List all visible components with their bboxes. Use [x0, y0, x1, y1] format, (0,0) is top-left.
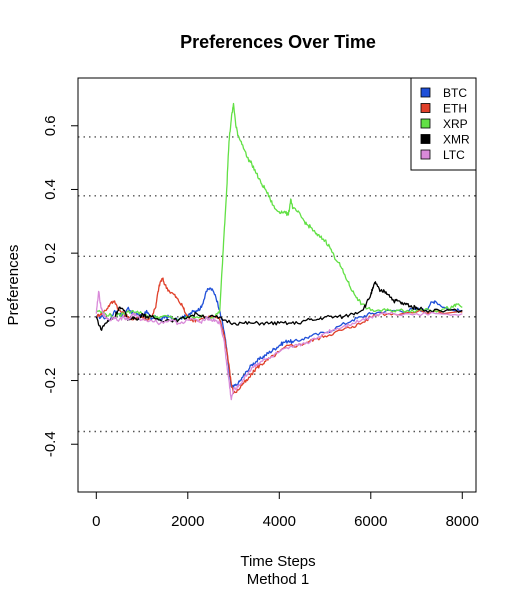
legend-label-xmr: XMR	[443, 133, 470, 147]
legend-swatch-xmr	[420, 134, 431, 144]
y-tick-label: -0.2	[42, 368, 59, 394]
series-lines	[95, 102, 463, 401]
y-tick-label: 0.0	[42, 306, 59, 327]
x-tick-label: 8000	[446, 513, 479, 530]
series-line-xrp	[95, 102, 463, 321]
y-axis: -0.4 -0.2 0.0 0.2 0.4 0.6	[42, 115, 79, 457]
x-axis-label: Time Steps	[240, 553, 315, 570]
legend-label-xrp: XRP	[443, 117, 468, 131]
chart-title: Preferences Over Time	[180, 32, 376, 52]
series-line-xmr	[95, 281, 463, 331]
series-line-eth	[95, 277, 463, 394]
x-axis-sublabel: Method 1	[247, 571, 310, 588]
x-tick-label: 2000	[171, 513, 204, 530]
series-line-btc	[95, 287, 463, 388]
legend-label-ltc: LTC	[443, 148, 465, 162]
legend-label-btc: BTC	[443, 86, 467, 100]
legend-swatch-ltc	[420, 149, 431, 160]
legend-swatch-xrp	[420, 118, 431, 129]
y-tick-label: -0.4	[42, 431, 59, 457]
x-tick-label: 6000	[354, 513, 387, 530]
y-tick-label: 0.2	[42, 243, 59, 264]
y-tick-label: 0.6	[42, 115, 59, 136]
legend-swatch-eth	[420, 103, 431, 113]
y-axis-label: Preferences	[5, 245, 22, 326]
legend-swatch-btc	[420, 87, 431, 98]
x-tick-label: 0	[92, 513, 100, 530]
series-line-ltc	[95, 290, 463, 401]
reference-lines	[78, 136, 476, 433]
x-tick-label: 4000	[263, 513, 296, 530]
x-axis: 0 2000 4000 6000 8000	[92, 491, 479, 530]
y-tick-label: 0.4	[42, 179, 59, 200]
legend-label-eth: ETH	[443, 102, 467, 116]
